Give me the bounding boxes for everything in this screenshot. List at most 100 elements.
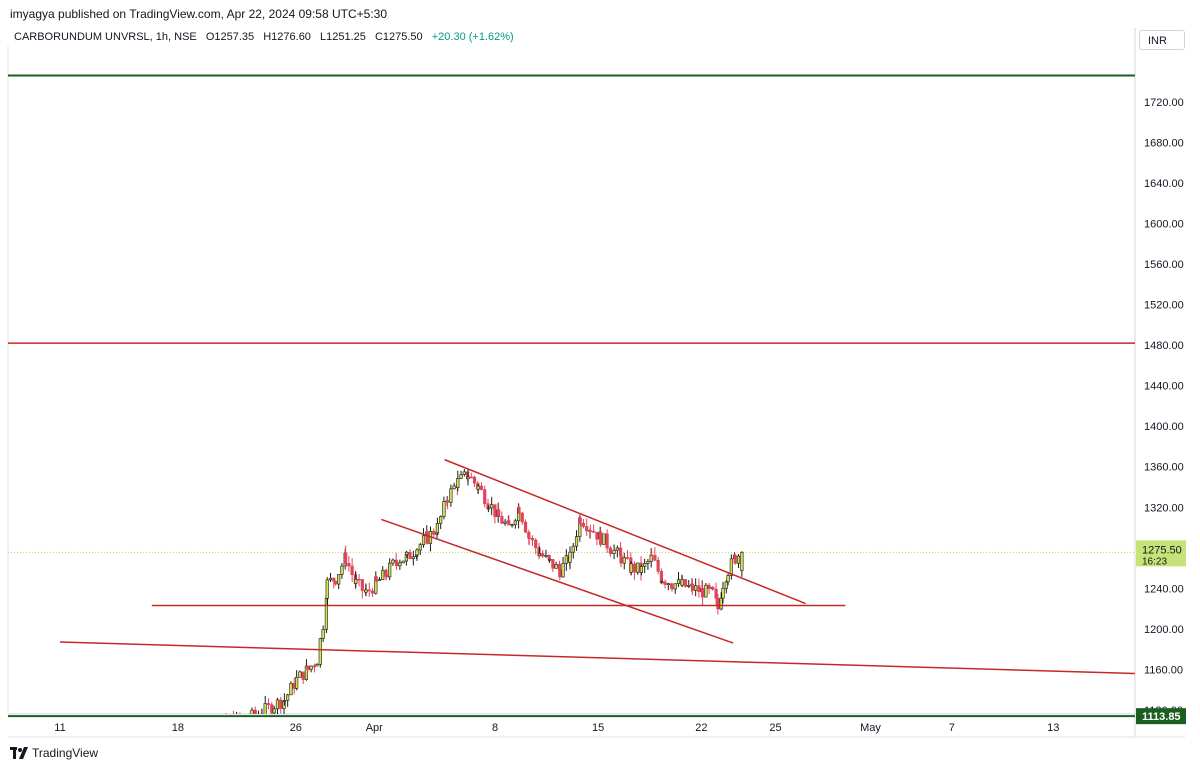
- legend-open: O1257.35: [205, 31, 255, 43]
- y-tick-label: 1520.00: [1144, 300, 1184, 312]
- candle-body: [588, 530, 592, 532]
- candle-body: [479, 485, 484, 490]
- candle-body: [697, 585, 701, 593]
- price-chart[interactable]: 1720.00 1680.00 1640.00 1600.00 1560.00 1520.…: [0, 0, 1200, 745]
- candle-body: [364, 589, 368, 593]
- candle-body: [357, 578, 361, 581]
- x-tick-label: 11: [54, 722, 65, 734]
- tradingview-logo-icon: [10, 747, 28, 759]
- candle-body: [449, 488, 453, 503]
- candle-body: [425, 531, 429, 544]
- candle-body: [421, 535, 426, 545]
- candle-body: [700, 588, 705, 598]
- candle-body: [711, 587, 715, 590]
- candle-body: [740, 552, 744, 572]
- x-tick-label: 7: [949, 722, 955, 734]
- candle-body: [724, 581, 728, 589]
- candle-body: [493, 504, 497, 517]
- candle-body: [405, 551, 409, 555]
- currency-button[interactable]: INR: [1139, 30, 1185, 50]
- candle-body: [547, 555, 551, 560]
- legend-symbol[interactable]: CARBORUNDUM UNVRSL, 1h, NSE: [14, 31, 197, 43]
- x-tick-label: May: [860, 722, 881, 734]
- last-price-label: 1275.50: [1142, 544, 1182, 556]
- candle-body: [388, 562, 392, 578]
- y-tick-label: 1560.00: [1144, 259, 1184, 271]
- candle-body: [340, 565, 344, 575]
- legend-close: C1275.50: [374, 31, 423, 43]
- candle-body: [680, 579, 684, 586]
- candle-body: [391, 559, 395, 564]
- support-price-badge: [1136, 708, 1186, 725]
- candle-body: [629, 563, 633, 573]
- candle-body: [523, 521, 528, 533]
- candle-body: [520, 512, 524, 523]
- y-tick-label: 1200.00: [1144, 624, 1184, 636]
- candle-body: [736, 555, 741, 564]
- candle-body: [476, 485, 480, 490]
- candle-body: [309, 665, 313, 670]
- candle-body: [490, 504, 494, 509]
- tradingview-footer[interactable]: TradingView: [10, 746, 98, 760]
- candle-body: [666, 583, 670, 586]
- x-tick-label: 8: [492, 722, 498, 734]
- candle-body: [456, 478, 460, 488]
- candle-body: [673, 583, 677, 590]
- candle-body: [639, 566, 643, 573]
- candle-body: [534, 539, 538, 549]
- x-tick-label: 25: [769, 722, 781, 734]
- candle-body: [619, 554, 623, 564]
- candle-body: [215, 732, 218, 734]
- candle-body: [694, 585, 698, 591]
- legend-change: +20.30 (+1.62%): [431, 31, 514, 43]
- x-tick-label: 18: [172, 722, 184, 734]
- candle-body: [337, 574, 341, 585]
- candle-body: [343, 552, 348, 564]
- y-tick-label: 1600.00: [1144, 219, 1184, 231]
- candle-body: [275, 699, 280, 710]
- candle-body: [636, 562, 640, 573]
- candle-body: [350, 565, 354, 576]
- candle-body: [517, 507, 521, 514]
- candle-body: [318, 638, 322, 665]
- y-tick-label: 1360.00: [1144, 462, 1184, 474]
- trendline-channel-upper[interactable]: [444, 458, 806, 605]
- candles: [195, 469, 744, 734]
- candle-body: [195, 730, 198, 733]
- candle-body: [435, 523, 440, 534]
- candle-body: [676, 579, 681, 585]
- candle-body: [602, 533, 606, 545]
- candle-body: [289, 683, 293, 696]
- candle-body: [245, 717, 248, 719]
- candle-body: [486, 507, 491, 510]
- candle-body: [263, 703, 267, 714]
- trendline-long-descending[interactable]: [59, 641, 1136, 675]
- candle-body: [301, 671, 305, 680]
- candle-body: [530, 537, 535, 541]
- candle-body: [507, 520, 511, 526]
- candle-body: [609, 552, 613, 555]
- candle-body: [328, 577, 333, 581]
- candle-body: [432, 530, 436, 535]
- candle-body: [354, 578, 358, 584]
- candle-body: [660, 581, 664, 584]
- candle-body: [208, 726, 211, 732]
- candle-body: [683, 579, 688, 587]
- candle-body: [315, 664, 319, 667]
- y-tick-label: 1160.00: [1144, 664, 1183, 676]
- candle-body: [221, 722, 224, 730]
- candle-body: [394, 561, 399, 567]
- candle-body: [729, 558, 733, 576]
- y-tick-label: 1720.00: [1144, 97, 1184, 109]
- candle-body: [279, 699, 283, 709]
- candle-body: [561, 563, 565, 578]
- x-tick-label: 26: [290, 722, 302, 734]
- plot-area[interactable]: [8, 469, 1135, 741]
- symbol-legend: CARBORUNDUM UNVRSL, 1h, NSE O1257.35 H12…: [14, 31, 520, 43]
- y-tick-label: 1320.00: [1144, 502, 1184, 514]
- candle-body: [266, 703, 271, 705]
- footer-brand: TradingView: [32, 746, 99, 760]
- trendline-channel-lower[interactable]: [381, 518, 734, 644]
- candle-body: [242, 717, 245, 719]
- candle-body: [663, 581, 667, 585]
